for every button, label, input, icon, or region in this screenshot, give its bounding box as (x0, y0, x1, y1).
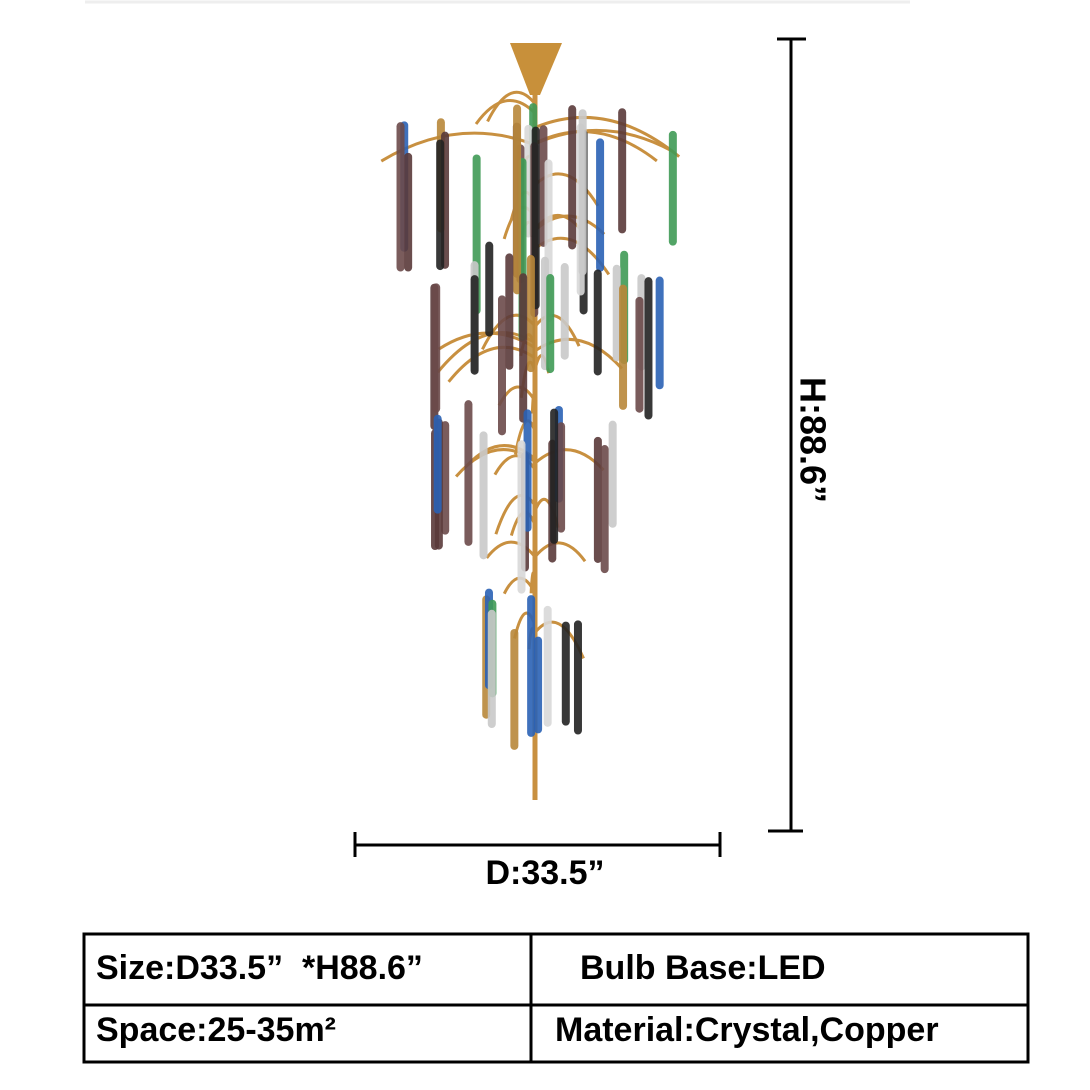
table-cell: Bulb Base:LED (580, 949, 826, 987)
table-cell: Space:25-35m² (96, 1011, 336, 1049)
crystal-rod (557, 422, 566, 533)
crystal-rod (655, 276, 664, 390)
branch (534, 116, 681, 158)
crystal-rod (526, 255, 535, 373)
crystal-rod (479, 431, 488, 560)
crystal-rod (510, 629, 519, 750)
height-dimension: H:88.6” (768, 37, 833, 833)
crystal-rod (546, 274, 555, 374)
crystal-rod (596, 138, 605, 272)
crystal-rod (517, 440, 526, 594)
crystal-rod (568, 105, 577, 250)
crystal-rod (543, 605, 552, 727)
crystal-rod (505, 253, 514, 370)
crystal-rod (470, 275, 479, 375)
crystal-rod (550, 408, 559, 544)
crystal-rod (593, 436, 602, 563)
branch (534, 128, 673, 153)
crystal-rod (561, 621, 570, 726)
crystal-rod (573, 620, 582, 735)
crystal-rod (600, 445, 609, 574)
table-border (82, 932, 1030, 1064)
crystal-rod (534, 636, 543, 734)
crystal-rod (433, 414, 442, 514)
diameter-dimension: D:33.5” (353, 832, 722, 892)
branch (534, 448, 605, 472)
crystal-rod (432, 283, 441, 413)
crystal-rod (396, 122, 405, 272)
diameter-label: D:33.5” (485, 854, 604, 892)
crystal-rod (436, 139, 445, 271)
canopy (510, 43, 562, 95)
spec-table: Size:D33.5” *H88.6” Bulb Base:LED Space:… (82, 932, 1030, 1064)
branch (474, 99, 537, 125)
branch (530, 393, 537, 414)
crystal-rod (608, 420, 617, 528)
crystal-rod (404, 152, 413, 272)
crystal-rod (612, 264, 621, 362)
crystal-rod (635, 296, 644, 413)
table-cell: Size:D33.5” *H88.6” (96, 949, 423, 987)
crystal-rod (513, 104, 522, 295)
branch (533, 314, 581, 347)
crystal-rod (487, 609, 496, 729)
crystal-rod (519, 273, 528, 423)
height-label: H:88.6” (792, 377, 833, 503)
crystal-rod (523, 409, 532, 532)
crystal-rod (464, 400, 473, 546)
table-cell: Material:Crystal,Copper (555, 1011, 939, 1049)
crystal-rod (619, 284, 628, 410)
crystal-rod (527, 595, 536, 737)
chandelier (380, 43, 681, 800)
crystal-rod (644, 277, 653, 420)
crystal-rod (485, 241, 494, 337)
crystal-rod (441, 421, 450, 535)
crystal-rod (498, 295, 506, 436)
branch (486, 90, 537, 123)
branch (485, 540, 537, 559)
branch (533, 541, 587, 563)
crystal-rod (618, 108, 627, 234)
crystal-rod (560, 263, 569, 360)
crystal-rod (578, 109, 587, 276)
crystal-rod (668, 130, 677, 246)
crystal-rod (593, 269, 602, 376)
